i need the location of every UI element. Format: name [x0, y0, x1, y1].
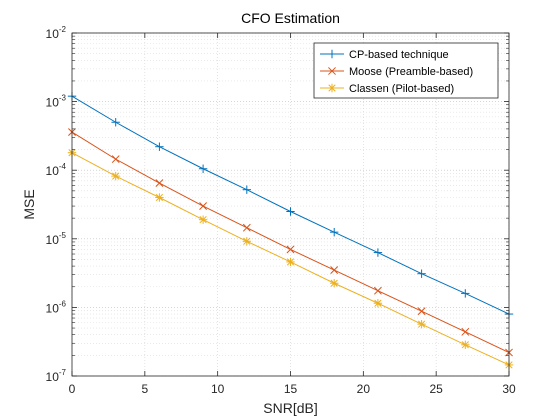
- data-point: [199, 202, 208, 210]
- y-tick-exponent: -3: [59, 94, 67, 103]
- data-point: [286, 245, 295, 254]
- data-point: [242, 185, 251, 194]
- x-tick-label: 0: [69, 382, 76, 396]
- y-tick-label: 10-5: [46, 231, 67, 247]
- x-tick-label: 10: [211, 382, 225, 396]
- y-tick-label: 10-2: [46, 25, 67, 41]
- data-point: [111, 155, 120, 164]
- y-tick-base: 10: [46, 233, 60, 247]
- data-point: [461, 327, 470, 336]
- y-tick-label: 10-7: [46, 368, 67, 384]
- data-point: [330, 279, 339, 288]
- axis-ticks: [71, 32, 510, 377]
- x-tick-label: 20: [357, 382, 371, 396]
- data-point: [461, 340, 470, 349]
- data-point: [198, 215, 208, 224]
- legend-box: [313, 42, 499, 99]
- data-point: [155, 179, 164, 187]
- legend: CP-based technique Moose (Preamble-based)…: [313, 42, 499, 99]
- x-axis-label: SNR[dB]: [263, 400, 317, 416]
- data-point: [286, 207, 295, 216]
- data-point: [373, 248, 383, 257]
- data-point: [330, 227, 339, 237]
- data-point: [417, 269, 426, 278]
- legend-item: Moose (Preamble-based): [320, 66, 473, 78]
- y-tick-base: 10: [46, 96, 60, 110]
- y-tick-exponent: -4: [59, 162, 67, 171]
- legend-label: Classen (Pilot-based): [349, 83, 454, 95]
- legend-label: CP-based technique: [349, 49, 449, 61]
- y-tick-labels: 10-710-610-510-410-310-2: [46, 25, 67, 384]
- legend-item: Classen (Pilot-based): [320, 83, 454, 95]
- y-tick-base: 10: [46, 27, 60, 41]
- x-tick-label: 25: [429, 382, 443, 396]
- data-point: [111, 171, 120, 181]
- y-tick-label: 10-4: [46, 162, 67, 178]
- data-point: [330, 266, 339, 275]
- data-point: [417, 319, 426, 329]
- legend-item: CP-based technique: [320, 49, 449, 61]
- y-tick-base: 10: [46, 301, 60, 315]
- data-point: [198, 164, 208, 173]
- legend-marker: [327, 83, 337, 93]
- legend-label: Moose (Preamble-based): [349, 66, 473, 78]
- y-tick-exponent: -6: [59, 299, 67, 308]
- y-tick-exponent: -2: [59, 25, 67, 34]
- y-tick-exponent: -5: [59, 231, 67, 240]
- data-point: [155, 193, 164, 202]
- legend-marker: [327, 49, 337, 59]
- x-tick-labels: 0 5 10 15 20 25 30: [69, 382, 516, 396]
- y-axis-label: MSE: [21, 189, 37, 219]
- data-point: [417, 307, 426, 316]
- y-tick-base: 10: [46, 370, 60, 384]
- data-point: [373, 286, 382, 295]
- legend-marker: [328, 67, 336, 75]
- series-layer: [67, 91, 514, 370]
- y-tick-label: 10-6: [46, 299, 67, 315]
- y-tick-label: 10-3: [46, 94, 67, 110]
- data-point: [461, 289, 470, 298]
- data-point: [242, 237, 251, 246]
- series-1: [68, 128, 513, 357]
- x-tick-label: 30: [502, 382, 516, 396]
- data-point: [155, 142, 164, 151]
- x-tick-label: 5: [141, 382, 148, 396]
- chart-title: CFO Estimation: [241, 10, 340, 26]
- data-point: [286, 257, 295, 267]
- y-tick-exponent: -7: [59, 368, 67, 377]
- data-point: [373, 299, 383, 308]
- series-2: [67, 148, 514, 370]
- x-tick-label: 15: [284, 382, 298, 396]
- data-point: [111, 118, 120, 127]
- data-point: [242, 223, 251, 232]
- y-tick-base: 10: [46, 164, 60, 178]
